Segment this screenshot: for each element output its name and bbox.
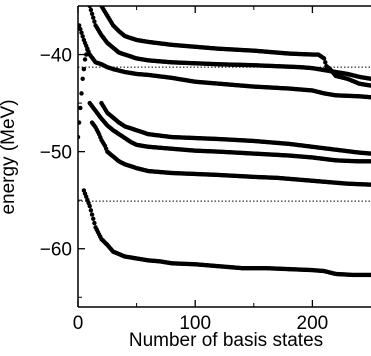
data-point xyxy=(368,76,371,82)
axis-ticks: 0 100 200 −40 −50 −60 xyxy=(40,5,329,334)
data-point xyxy=(368,83,371,88)
data-point xyxy=(89,11,95,16)
data-point xyxy=(368,151,371,156)
data-point xyxy=(368,95,371,100)
y-axis-title: energy (MeV) xyxy=(0,99,19,214)
plot-frame xyxy=(77,5,371,308)
x-tick-label: 100 xyxy=(179,313,211,334)
data-point xyxy=(368,159,371,164)
data-point xyxy=(87,203,92,209)
data-point xyxy=(80,76,85,82)
x-tick-label: 0 xyxy=(73,313,84,334)
y-tick-label: −50 xyxy=(40,143,72,164)
data-point xyxy=(368,272,371,278)
data-point xyxy=(323,60,328,65)
data-point xyxy=(368,182,371,187)
data-point xyxy=(80,34,85,39)
data-point xyxy=(81,66,87,72)
data-point xyxy=(91,15,96,20)
data-point xyxy=(91,216,96,222)
x-axis-title: Number of basis states xyxy=(129,330,323,351)
data-point xyxy=(82,57,88,62)
series-6 xyxy=(99,6,371,88)
data-point xyxy=(78,120,82,125)
y-tick-label: −60 xyxy=(40,240,72,261)
series-4 xyxy=(78,23,371,100)
data-point xyxy=(321,56,327,61)
data-point xyxy=(79,91,84,96)
data-point xyxy=(88,208,94,213)
series-5 xyxy=(87,6,371,82)
data-point xyxy=(88,7,94,13)
series-1 xyxy=(89,120,371,187)
data-point xyxy=(92,220,97,226)
data-point xyxy=(78,23,82,28)
data-point xyxy=(78,105,83,111)
data-point xyxy=(92,19,97,24)
x-tick-label: 200 xyxy=(297,313,329,334)
data-points xyxy=(78,6,371,278)
y-tick-label: −40 xyxy=(40,46,72,67)
series-0 xyxy=(81,188,371,278)
data-point xyxy=(84,52,89,57)
data-point xyxy=(89,212,95,217)
data-point xyxy=(78,26,83,32)
series-7 xyxy=(78,47,90,140)
series-2 xyxy=(87,100,371,164)
series-3 xyxy=(99,100,371,156)
data-point xyxy=(85,47,90,52)
data-point xyxy=(79,30,84,35)
